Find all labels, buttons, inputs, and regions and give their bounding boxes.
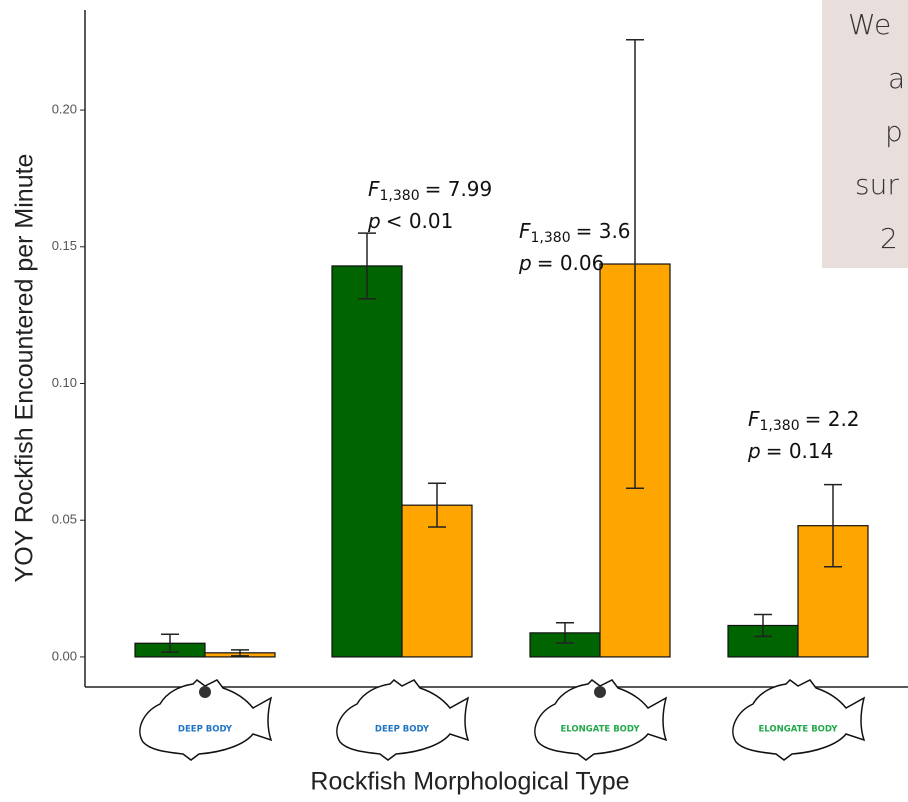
fish-icon	[139, 679, 273, 761]
error-bar	[754, 613, 772, 638]
fish-icon	[336, 679, 470, 761]
fish-outline	[139, 679, 273, 761]
annotation-stat: p	[367, 209, 381, 233]
error-bar	[626, 39, 644, 489]
annotation: p = 0.06	[518, 251, 604, 275]
y-tick-label: 0.00	[52, 648, 77, 663]
error-bar	[556, 621, 574, 644]
error-bar	[231, 649, 249, 657]
note-line: We	[848, 8, 891, 41]
annotation: p = 0.14	[747, 439, 833, 463]
annotation-stat: F	[748, 407, 760, 431]
annotation: F1,380 = 3.6	[519, 219, 631, 247]
annotation: F1,380 = 7.99	[368, 177, 492, 205]
y-axis-title: YOY Rockfish Encountered per Minute	[11, 154, 39, 583]
fish-icon	[732, 679, 866, 761]
error-bar	[161, 633, 179, 654]
bar	[331, 265, 403, 658]
annotation-value: < 0.01	[386, 209, 454, 233]
note-line: p	[885, 115, 903, 148]
annotation-stat: F	[368, 177, 380, 201]
note-line: sur	[855, 168, 899, 201]
fish-outline	[732, 679, 866, 761]
annotation-df: 1,380	[531, 230, 571, 246]
annotation-stat: p	[518, 251, 532, 275]
x-tick-label: ELONGATE BODY	[758, 725, 838, 735]
y-tick-label: 0.05	[52, 512, 77, 527]
note-line: 2	[880, 222, 898, 255]
annotation: F1,380 = 2.2	[748, 407, 860, 435]
annotation-value: = 7.99	[425, 177, 493, 201]
bar	[401, 504, 473, 658]
annotation-stat: F	[519, 219, 531, 243]
fish-outline	[336, 679, 470, 761]
annotation-value: = 0.06	[537, 251, 605, 275]
y-tick-label: 0.20	[52, 102, 77, 117]
annotation-value: = 2.2	[805, 407, 860, 431]
error-bar	[428, 482, 446, 528]
x-axis-title: Rockfish Morphological Type	[310, 768, 629, 796]
annotation-stat: p	[747, 439, 761, 463]
fish-dot	[594, 686, 606, 698]
error-bar	[824, 483, 842, 568]
x-tick-label: DEEP BODY	[178, 725, 233, 735]
error-bar	[358, 232, 376, 300]
annotation-value: = 0.14	[766, 439, 834, 463]
y-tick-label: 0.15	[52, 238, 77, 253]
annotation-value: = 3.6	[576, 219, 631, 243]
x-tick-label: ELONGATE BODY	[560, 725, 640, 735]
annotation-df: 1,380	[760, 418, 800, 434]
x-tick-label: DEEP BODY	[375, 725, 430, 735]
annotation-df: 1,380	[380, 188, 420, 204]
fish-outline	[534, 679, 668, 761]
annotation: p < 0.01	[367, 209, 453, 233]
fish-icon	[534, 679, 668, 761]
note-line: a	[888, 62, 905, 95]
note-box	[822, 0, 908, 268]
y-tick-label: 0.10	[52, 375, 77, 390]
fish-dot	[199, 686, 211, 698]
